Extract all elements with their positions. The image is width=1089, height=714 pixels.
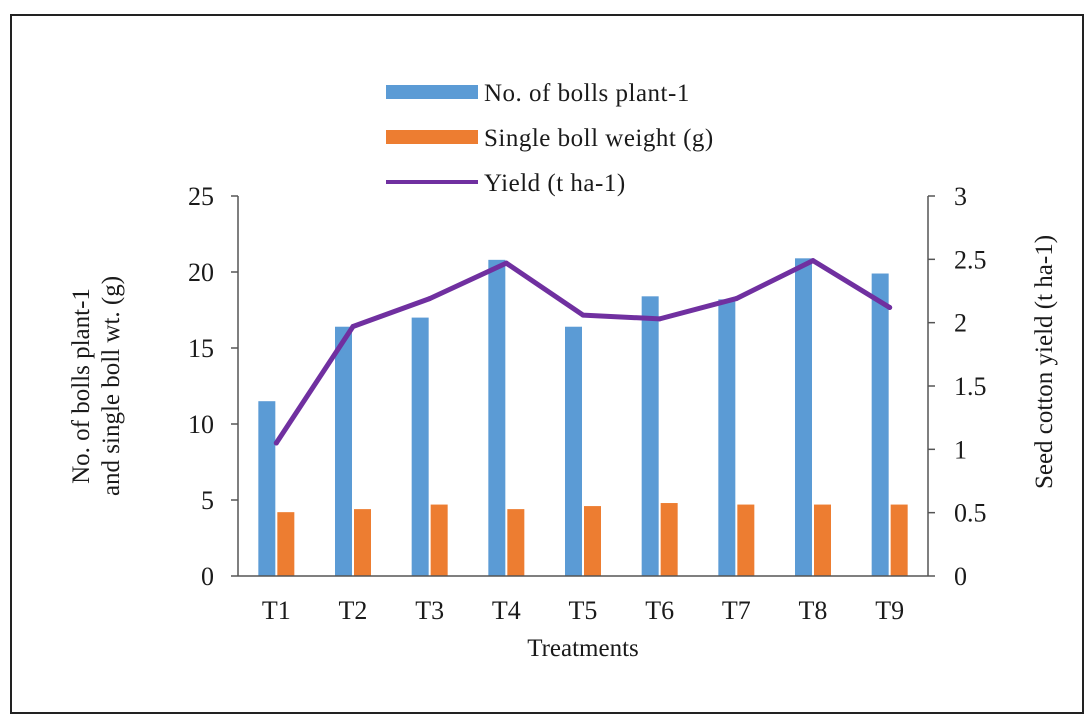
right-tick-label: 2.5 (954, 245, 987, 274)
bar-single-boll-weight-g-t9 (890, 504, 908, 576)
left-tick-label: 15 (188, 334, 214, 363)
left-tick-label: 0 (201, 562, 214, 591)
right-tick-label: 3 (954, 182, 967, 211)
right-tick-label: 1.5 (954, 372, 987, 401)
right-tick-label: 2 (954, 309, 967, 338)
left-tick-label: 25 (188, 182, 214, 211)
bar-no-of-bolls-plant-1-t8 (795, 258, 812, 576)
bar-single-boll-weight-g-t1 (277, 512, 295, 576)
bar-no-of-bolls-plant-1-t5 (565, 326, 582, 576)
legend: No. of bolls plant-1 Single boll weight (… (386, 80, 714, 197)
bar-no-of-bolls-plant-1-t6 (641, 296, 659, 576)
legend-swatch-single-boll-weight-g (386, 130, 478, 144)
point-yield-t-ha-1-t2 (350, 323, 356, 329)
bar-no-of-bolls-plant-1-t1 (258, 401, 276, 576)
figure-frame (10, 14, 1084, 714)
bar-no-of-bolls-plant-1-t9 (871, 273, 889, 576)
x-tick-label-t2: T2 (339, 596, 368, 625)
x-tick-label-t4: T4 (492, 596, 521, 625)
bar-no-of-bolls-plant-1-t2 (335, 326, 352, 576)
legend-swatch-no-of-bolls-plant-1 (386, 85, 478, 99)
bars-layer (258, 258, 908, 576)
x-tick-label-t9: T9 (875, 596, 904, 625)
x-tick-label-t3: T3 (415, 596, 444, 625)
left-y-axis-title-line: and single boll wt. (g) (98, 276, 125, 496)
bar-single-boll-weight-g-t8 (814, 504, 831, 576)
bar-no-of-bolls-plant-1-t7 (718, 299, 736, 576)
left-y-axis-title-line: No. of bolls plant-1 (68, 288, 95, 484)
left-tick-label: 5 (201, 486, 214, 515)
bar-single-boll-weight-g-t3 (430, 504, 448, 576)
x-tick-label-t6: T6 (645, 596, 674, 625)
bar-single-boll-weight-g-t4 (507, 509, 525, 576)
left-tick-label: 10 (188, 410, 214, 439)
x-tick-label-t7: T7 (722, 596, 751, 625)
bar-single-boll-weight-g-t2 (354, 509, 371, 576)
bar-no-of-bolls-plant-1-t4 (488, 259, 506, 576)
point-yield-t-ha-1-t4 (503, 260, 509, 266)
legend-label-no-of-bolls-plant-1: No. of bolls plant-1 (484, 80, 690, 107)
point-yield-t-ha-1-t7 (733, 296, 739, 302)
point-yield-t-ha-1-t8 (810, 258, 816, 264)
legend-label-single-boll-weight-g: Single boll weight (g) (484, 125, 714, 152)
bar-single-boll-weight-g-t5 (584, 506, 601, 576)
legend-label-yield-t-ha-1: Yield (t ha-1) (484, 170, 626, 197)
point-yield-t-ha-1-t6 (657, 316, 663, 322)
point-yield-t-ha-1-t1 (273, 440, 279, 446)
axis-labels-layer: 0 5 10 15 20 25 0 0.5 1 1.5 2 2.5 3 T1 T2 T3 T4 T5 T6 T7 T8 T… (68, 182, 1058, 662)
bar-no-of-bolls-plant-1-t3 (411, 317, 429, 576)
left-tick-label: 20 (188, 258, 214, 287)
bar-single-boll-weight-g-t7 (737, 504, 755, 576)
point-yield-t-ha-1-t3 (427, 296, 433, 302)
right-y-axis-title: Seed cotton yield (t ha-1) (1031, 235, 1058, 489)
point-yield-t-ha-1-t9 (887, 304, 893, 310)
point-yield-t-ha-1-t5 (580, 312, 586, 318)
bar-single-boll-weight-g-t6 (660, 503, 678, 576)
x-tick-label-t8: T8 (799, 596, 828, 625)
left-y-axis-title: No. of bolls plant-1 and single boll wt. … (68, 276, 125, 496)
yield-line-layer (273, 258, 893, 446)
x-tick-label-t5: T5 (569, 596, 598, 625)
x-axis-title: Treatments (527, 635, 639, 662)
right-tick-label: 0 (954, 562, 967, 591)
x-tick-label-t1: T1 (262, 596, 291, 625)
right-tick-label: 0.5 (954, 499, 987, 528)
axes-layer (231, 195, 935, 577)
right-tick-label: 1 (954, 435, 967, 464)
